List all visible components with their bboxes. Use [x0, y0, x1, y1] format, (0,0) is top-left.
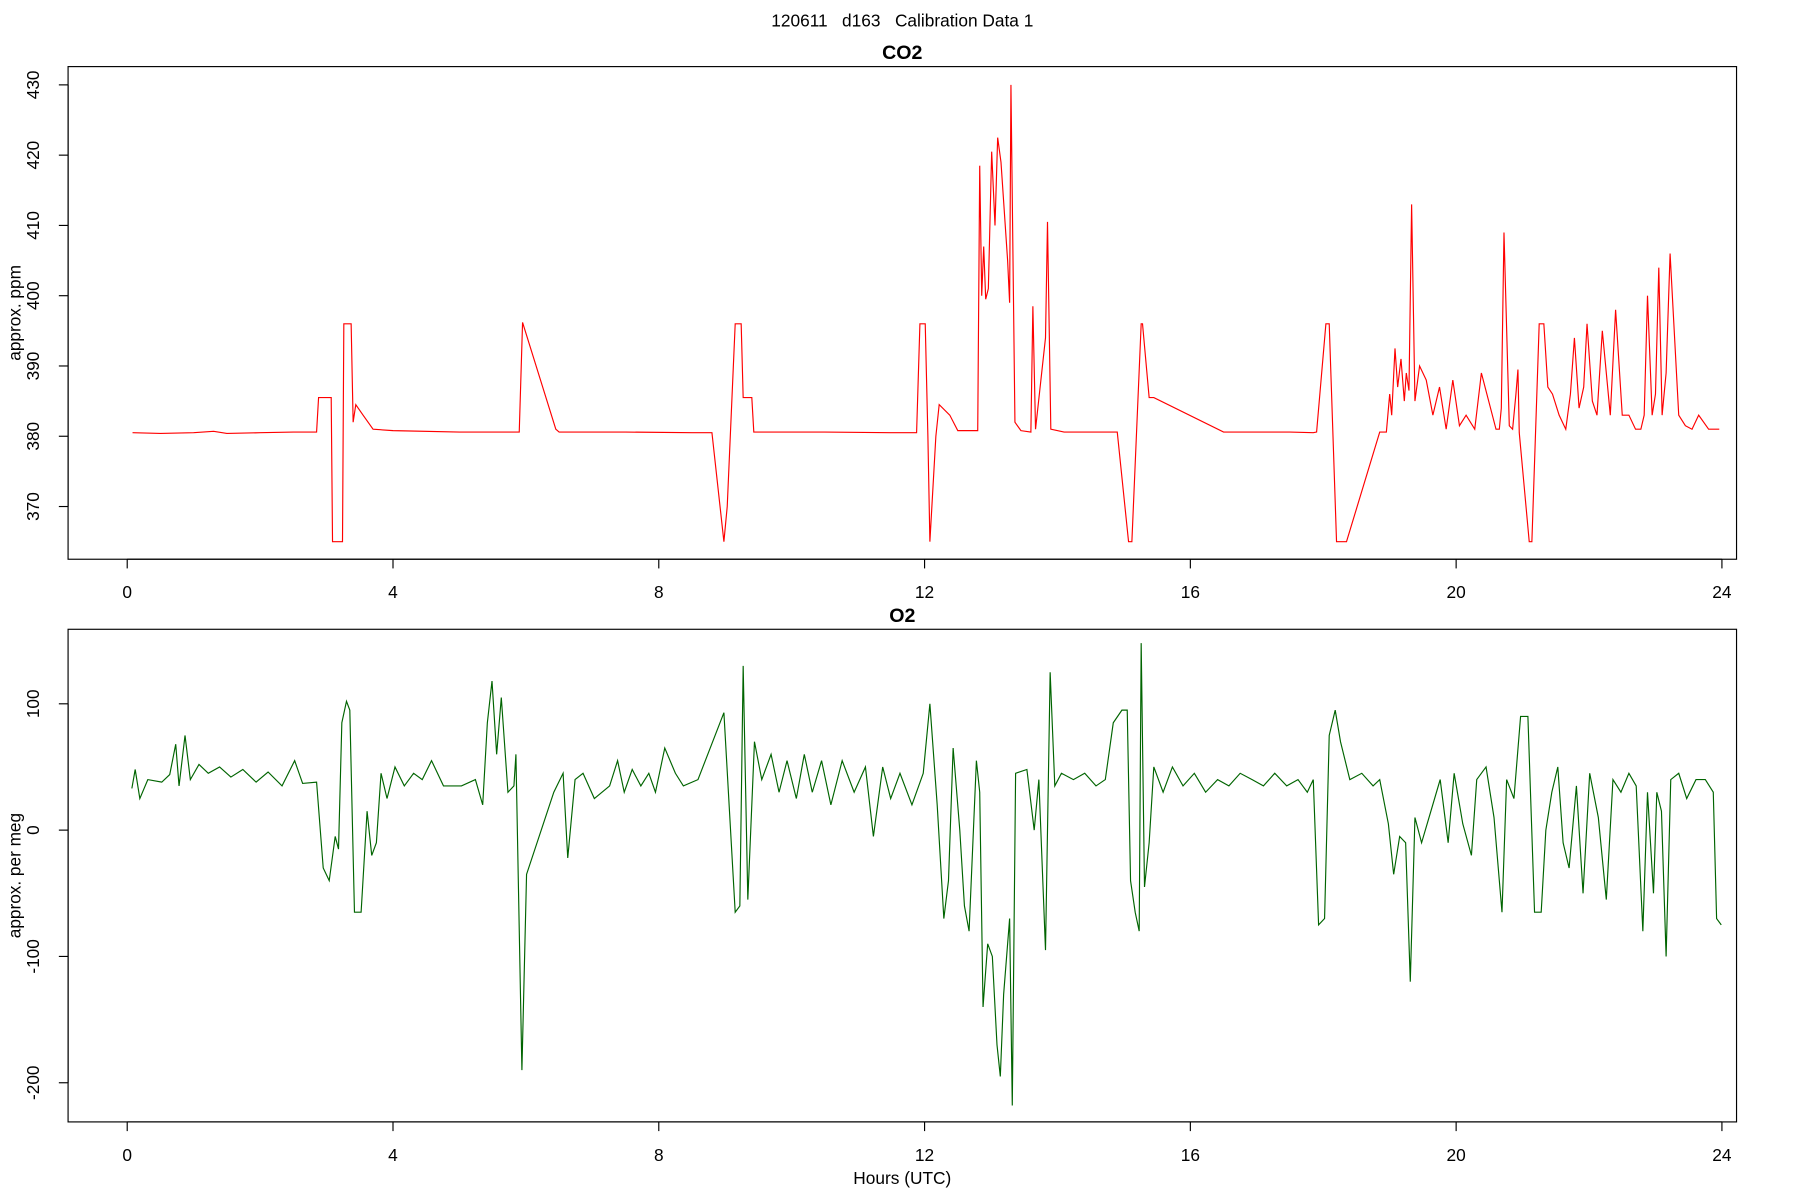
y-axis-label: approx. ppm [5, 265, 25, 361]
y-tick-label: 410 [23, 211, 43, 240]
x-tick-label: 24 [1712, 1145, 1732, 1165]
y-tick-label: 100 [23, 689, 43, 718]
x-tick-label: 12 [915, 1145, 934, 1165]
panel-title: O2 [889, 605, 915, 627]
y-tick-label: 400 [23, 281, 43, 310]
x-tick-label: 16 [1181, 582, 1200, 602]
data-line [132, 84, 1720, 543]
panel: O2 0 4 8 12 16 20 24 -200 -100 0 100 approx. per meg… [5, 605, 1738, 1188]
x-axis-label: Hours (UTC) [853, 1168, 951, 1188]
x-tick-label: 4 [388, 582, 398, 602]
figure-title: 120611 d163 Calibration Data 1 [771, 10, 1033, 30]
panel-title: CO2 [882, 42, 922, 64]
y-tick-label: 390 [23, 352, 43, 381]
y-tick-label: -200 [23, 1066, 43, 1100]
data-line [131, 643, 1722, 1106]
y-tick-label: 380 [23, 422, 43, 451]
x-tick-label: 24 [1712, 582, 1732, 602]
x-tick-label: 8 [654, 582, 664, 602]
y-tick-label: 0 [23, 825, 43, 835]
x-tick-label: 16 [1181, 1145, 1200, 1165]
y-axis-label: approx. per meg [5, 813, 25, 938]
x-tick-label: 12 [915, 582, 934, 602]
x-tick-label: 20 [1447, 1145, 1466, 1165]
y-tick-label: -100 [23, 939, 43, 973]
x-tick-label: 0 [122, 1145, 132, 1165]
x-tick-label: 0 [122, 582, 132, 602]
y-tick-label: 430 [23, 71, 43, 100]
y-tick-label: 370 [23, 492, 43, 521]
x-tick-label: 4 [388, 1145, 398, 1165]
x-tick-label: 20 [1447, 582, 1466, 602]
panel: CO2 0 4 8 12 16 20 24 370 380 390 400 410 420 430 appro… [5, 42, 1738, 602]
y-tick-label: 420 [23, 141, 43, 170]
x-tick-label: 8 [654, 1145, 664, 1165]
